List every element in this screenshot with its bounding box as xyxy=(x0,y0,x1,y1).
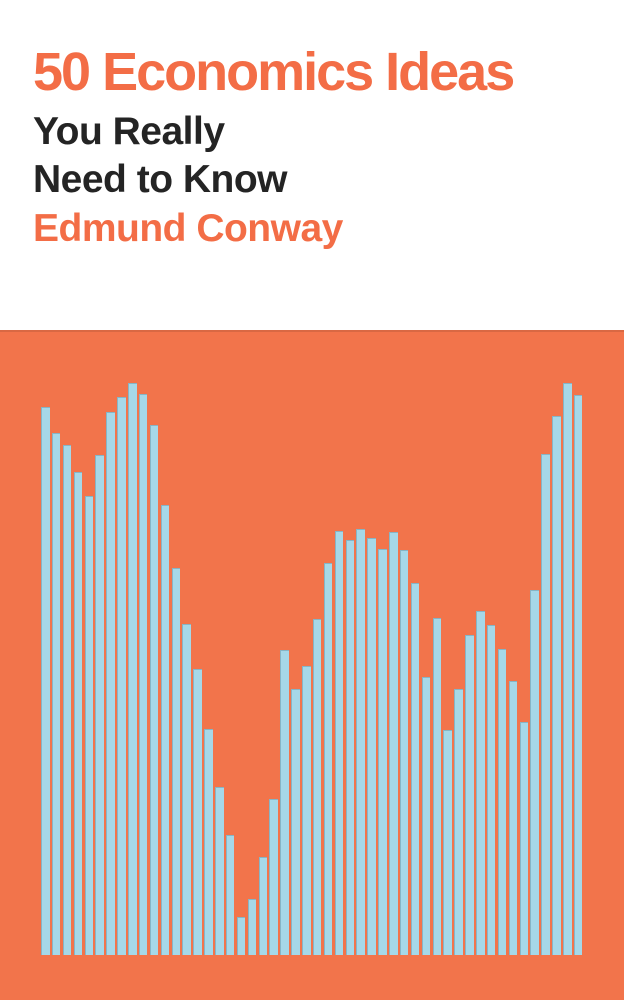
book-title: 50 Economics Ideas xyxy=(33,42,515,102)
bar xyxy=(563,383,572,955)
bar xyxy=(552,416,561,955)
bar xyxy=(334,531,344,955)
bar xyxy=(454,689,463,955)
orange-panel xyxy=(0,330,624,1000)
bar xyxy=(117,397,126,955)
bar xyxy=(171,568,181,955)
bar xyxy=(247,899,257,955)
bar xyxy=(312,619,322,955)
bar-chart xyxy=(41,330,583,955)
bar xyxy=(443,730,452,955)
bar xyxy=(573,395,583,955)
bar xyxy=(389,532,398,955)
bar xyxy=(465,635,474,955)
bar xyxy=(41,407,50,955)
bar xyxy=(51,433,61,955)
bar xyxy=(280,650,289,955)
bar xyxy=(106,412,115,955)
bar xyxy=(497,649,507,955)
bar xyxy=(62,445,72,955)
bar xyxy=(302,666,311,955)
bar xyxy=(356,529,365,955)
bar xyxy=(128,383,137,955)
bar xyxy=(225,835,235,955)
book-author: Edmund Conway xyxy=(33,207,343,250)
bar xyxy=(149,425,159,955)
bar xyxy=(323,563,333,955)
bar xyxy=(73,472,83,955)
bar xyxy=(410,583,420,955)
bar xyxy=(476,611,485,955)
bar xyxy=(160,505,170,955)
book-subtitle-line2: Need to Know xyxy=(33,158,288,201)
bar xyxy=(508,681,518,955)
bar xyxy=(258,857,268,955)
bar xyxy=(421,677,431,955)
bar xyxy=(486,625,496,955)
bar xyxy=(541,454,550,955)
bar xyxy=(204,729,213,955)
bar xyxy=(193,669,202,955)
bar xyxy=(84,496,94,955)
bar xyxy=(519,722,529,955)
bar xyxy=(138,394,148,955)
book-subtitle-line1: You Really xyxy=(33,110,225,153)
bar xyxy=(291,689,300,955)
bar xyxy=(345,540,355,955)
bar xyxy=(432,618,442,955)
bar xyxy=(236,917,246,955)
bar xyxy=(269,799,278,955)
bar xyxy=(378,549,387,955)
bar xyxy=(530,590,539,955)
bar xyxy=(399,550,409,955)
bar xyxy=(182,624,191,955)
bar xyxy=(95,455,104,955)
bar xyxy=(215,787,224,955)
bar xyxy=(367,538,376,955)
